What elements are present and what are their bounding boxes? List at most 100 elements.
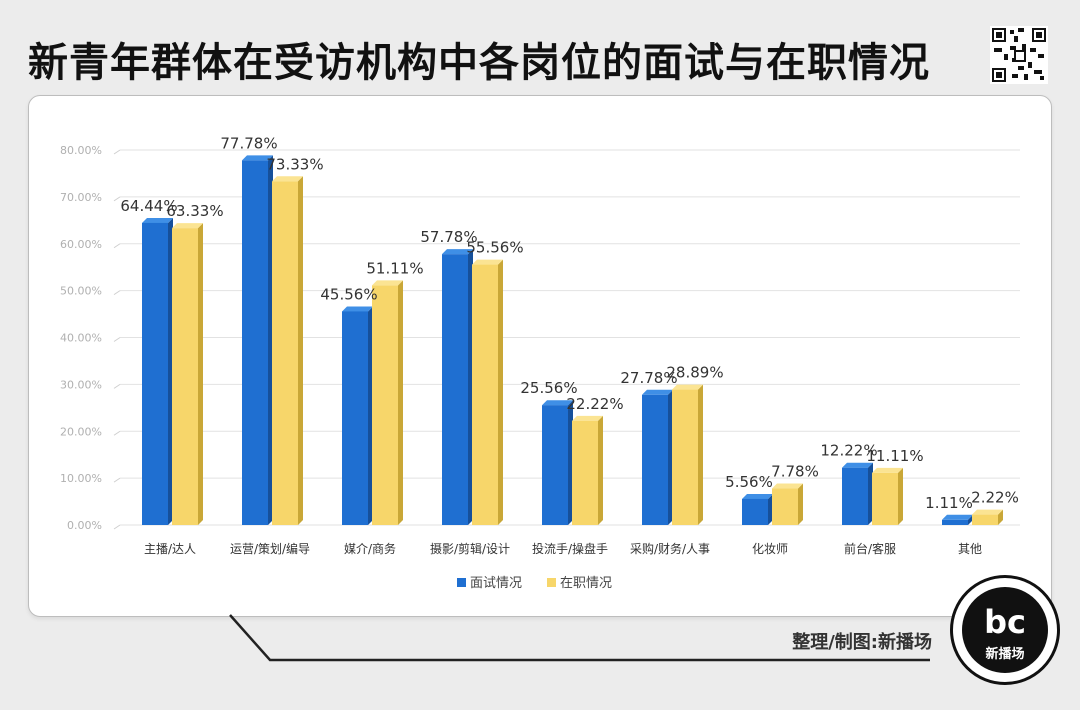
bar-employed bbox=[572, 420, 598, 525]
bar-interview bbox=[842, 467, 868, 525]
bar-employed bbox=[772, 488, 798, 525]
bar-top bbox=[942, 514, 973, 520]
legend-label-employed: 在职情况 bbox=[560, 576, 612, 591]
bar-employed bbox=[872, 472, 898, 525]
y-tick-label: 20.00% bbox=[60, 425, 102, 438]
bar-side bbox=[898, 467, 903, 525]
bar-side bbox=[668, 389, 673, 525]
footer-credit: 整理/制图:新播场 bbox=[792, 632, 932, 653]
bar-side bbox=[298, 176, 303, 525]
bar-employed bbox=[472, 264, 498, 525]
bar-top bbox=[642, 389, 673, 395]
bar-side bbox=[998, 509, 1003, 525]
bar-side bbox=[498, 259, 503, 525]
bar-top bbox=[772, 483, 803, 489]
y-tick-label: 60.00% bbox=[60, 238, 102, 251]
bar-side bbox=[968, 514, 973, 525]
bar-interview bbox=[342, 311, 368, 525]
x-tick-label: 采购/财务/人事 bbox=[630, 541, 710, 556]
y-tick-label: 30.00% bbox=[60, 378, 102, 391]
bar-side bbox=[768, 493, 773, 525]
data-label: 77.78% bbox=[220, 134, 277, 152]
data-label: 64.44% bbox=[120, 197, 177, 215]
bar-employed bbox=[272, 181, 298, 525]
data-label: 11.11% bbox=[866, 447, 923, 465]
bar-top bbox=[972, 509, 1003, 515]
page-title: 新青年群体在受访机构中各岗位的面试与在职情况 bbox=[28, 40, 930, 86]
x-tick-label: 主播/达人 bbox=[144, 542, 196, 556]
bar-side bbox=[798, 483, 803, 525]
bar-top bbox=[672, 384, 703, 390]
data-label: 57.78% bbox=[420, 228, 477, 246]
y-tick-mark bbox=[113, 430, 121, 436]
bar-employed bbox=[372, 285, 398, 525]
data-label: 1.11% bbox=[925, 494, 973, 512]
y-tick-mark bbox=[113, 290, 121, 296]
bar-top bbox=[372, 280, 403, 286]
data-label: 5.56% bbox=[725, 473, 773, 491]
bar-side bbox=[368, 306, 373, 525]
bar-interview bbox=[642, 394, 668, 525]
bar-side bbox=[168, 217, 173, 525]
data-label: 7.78% bbox=[771, 463, 819, 481]
bar-top bbox=[242, 155, 273, 161]
bar-side bbox=[868, 462, 873, 525]
x-tick-label: 运营/策划/编导 bbox=[230, 541, 310, 556]
x-tick-label: 投流手/操盘手 bbox=[532, 541, 608, 556]
bar-side bbox=[568, 400, 573, 525]
qr-code bbox=[990, 26, 1048, 84]
data-label: 51.11% bbox=[366, 259, 423, 277]
bar-top bbox=[872, 467, 903, 473]
y-tick-label: 40.00% bbox=[60, 332, 102, 345]
bar-side bbox=[698, 384, 703, 525]
bar-top bbox=[542, 400, 573, 406]
y-tick-mark bbox=[113, 337, 121, 342]
x-tick-label: 媒介/商务 bbox=[344, 541, 396, 556]
bar-side bbox=[468, 249, 473, 525]
bar-top bbox=[742, 493, 773, 499]
bar-side bbox=[398, 280, 403, 525]
y-tick-mark bbox=[113, 149, 121, 155]
legend-swatch-interview bbox=[457, 578, 466, 587]
x-tick-label: 前台/客服 bbox=[844, 541, 896, 556]
bar-interview bbox=[442, 254, 468, 525]
bar-side bbox=[268, 155, 273, 525]
bar-side bbox=[198, 223, 203, 525]
data-label: 73.33% bbox=[266, 155, 323, 173]
data-label: 45.56% bbox=[320, 285, 377, 303]
y-tick-mark bbox=[113, 196, 121, 202]
y-tick-label: 10.00% bbox=[60, 472, 102, 485]
bar-top bbox=[272, 176, 303, 182]
bar-employed bbox=[972, 514, 998, 525]
legend-swatch-employed bbox=[547, 578, 556, 587]
brand-badge: bc 新播场 bbox=[950, 575, 1060, 685]
bar-employed bbox=[172, 228, 198, 525]
bar-top bbox=[442, 249, 473, 255]
y-tick-label: 50.00% bbox=[60, 285, 102, 298]
x-tick-label: 其他 bbox=[958, 542, 982, 556]
y-tick-mark bbox=[113, 243, 121, 249]
bar-interview bbox=[542, 405, 568, 525]
y-tick-label: 0.00% bbox=[67, 519, 102, 532]
bar-top bbox=[572, 415, 603, 421]
bar-interview bbox=[942, 519, 968, 525]
y-tick-mark bbox=[113, 477, 121, 483]
data-label: 27.78% bbox=[620, 369, 677, 387]
data-label: 28.89% bbox=[666, 364, 723, 382]
data-label: 22.22% bbox=[566, 395, 623, 413]
bar-interview bbox=[242, 160, 268, 525]
bar-top bbox=[842, 462, 873, 468]
data-label: 55.56% bbox=[466, 239, 523, 257]
bar-top bbox=[472, 259, 503, 265]
brand-logo: bc bbox=[984, 603, 1026, 641]
brand-name: 新播场 bbox=[985, 647, 1025, 662]
data-label: 25.56% bbox=[520, 379, 577, 397]
y-tick-mark bbox=[113, 383, 121, 389]
legend-label-interview: 面试情况 bbox=[470, 576, 522, 591]
bar-interview bbox=[742, 498, 768, 525]
bar-side bbox=[598, 415, 603, 525]
data-label: 63.33% bbox=[166, 202, 223, 220]
bar-top bbox=[342, 306, 373, 312]
